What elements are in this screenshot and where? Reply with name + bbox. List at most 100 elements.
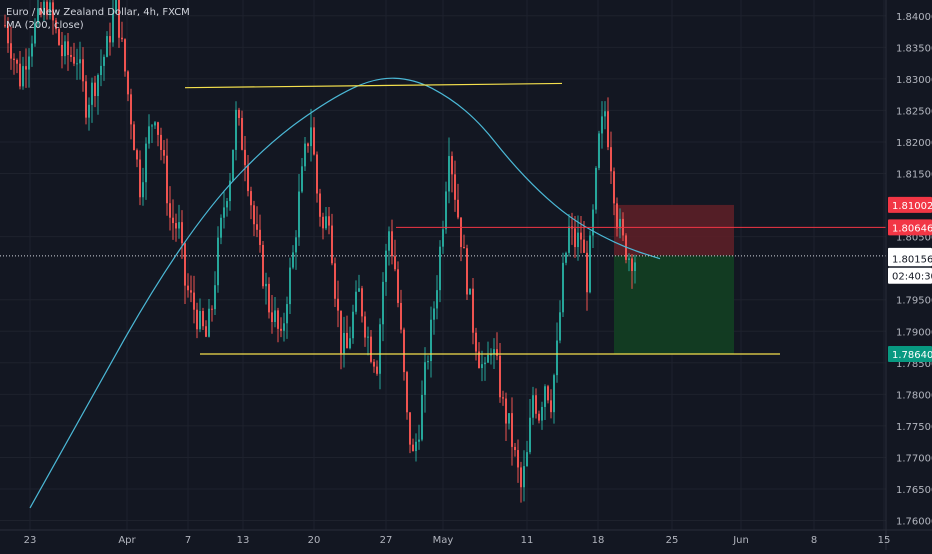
candle-body (529, 417, 531, 453)
time-tick-label: 20 (308, 535, 321, 546)
candle-body (268, 283, 270, 313)
candle-body (607, 111, 609, 148)
candle-body (136, 150, 138, 160)
candle-body (337, 298, 339, 311)
candle-body (562, 262, 564, 313)
price-tick-label: 1.77000 (896, 453, 932, 464)
candle-body (409, 412, 411, 445)
candle-body (538, 413, 540, 421)
price-label-box (888, 219, 932, 236)
candle-body (196, 309, 198, 330)
candle-body (346, 332, 348, 349)
time-tick-label: Jun (732, 535, 749, 546)
resistance-line[interactable] (184, 82, 563, 89)
candle-body (619, 218, 621, 229)
candle-body (613, 171, 615, 204)
time-tick-label: 15 (878, 535, 891, 546)
price-label-box (888, 196, 932, 213)
candle-body (10, 43, 12, 59)
candle-body (364, 316, 366, 338)
candle-body (55, 20, 57, 30)
candle-body (616, 203, 618, 229)
candle-body (157, 122, 159, 135)
candle-body (226, 201, 228, 208)
stop-loss-zone[interactable] (614, 204, 734, 228)
candle-body (496, 349, 498, 356)
price-label-text: 1.81002 (892, 201, 932, 212)
candle-body (601, 116, 603, 134)
candle-body (256, 224, 258, 230)
indicator-title: MA (200, close) (6, 20, 84, 31)
take-profit-zone[interactable] (614, 255, 734, 354)
time-tick-label: 11 (521, 535, 534, 546)
candle-body (481, 364, 483, 369)
candle-body (214, 285, 216, 310)
candle-body (37, 8, 39, 24)
candle-body (202, 311, 204, 327)
candle-body (427, 361, 429, 363)
candle-body (106, 36, 108, 57)
candle-body (334, 263, 336, 299)
candle-body (148, 126, 150, 144)
candle-body (91, 82, 93, 105)
trend-lines[interactable] (0, 82, 886, 355)
price-tick-label: 1.82500 (896, 106, 932, 117)
candle-body (490, 354, 492, 356)
candle-body (127, 71, 129, 95)
candle-body (550, 400, 552, 413)
candle-body (43, 1, 45, 15)
candle-body (484, 362, 486, 365)
candle-body (382, 281, 384, 325)
candle-body (316, 154, 318, 194)
candle-body (343, 332, 345, 354)
candle-body (223, 207, 225, 218)
price-tick-label: 1.78000 (896, 390, 932, 401)
candle-body (577, 232, 579, 248)
price-tick-label: 1.76000 (896, 517, 932, 528)
candle-body (205, 326, 207, 337)
candle-body (250, 191, 252, 206)
time-tick-label: May (433, 535, 454, 546)
candle-body (376, 366, 378, 374)
candle-body (406, 372, 408, 413)
candle-body (88, 104, 90, 118)
candle-body (112, 13, 114, 43)
entry-gap-zone[interactable] (614, 227, 734, 256)
price-tick-label: 1.79500 (896, 296, 932, 307)
candle-body (94, 82, 96, 97)
candle-body (328, 216, 330, 226)
candle-body (475, 332, 477, 352)
candle-body (400, 302, 402, 330)
candle-body (505, 398, 507, 424)
candle-body (598, 133, 600, 168)
candle-body (544, 386, 546, 407)
candle-body (271, 312, 273, 322)
candle-body (460, 217, 462, 248)
candle-body (19, 63, 21, 87)
candle-body (589, 235, 591, 293)
price-tick-label: 1.76500 (896, 485, 932, 496)
candle-body (259, 229, 261, 245)
candle-body (31, 43, 33, 57)
candle-body (430, 319, 432, 362)
candle-body (463, 247, 465, 249)
candle-body (433, 308, 435, 320)
time-tick-label: 23 (24, 535, 37, 546)
candle-body (508, 413, 510, 424)
candle-body (52, 2, 54, 21)
candle-body (595, 167, 597, 210)
candle-body (286, 304, 288, 324)
candle-body (331, 225, 333, 264)
candle-body (199, 311, 201, 330)
candle-body (355, 291, 357, 312)
candle-body (130, 94, 132, 125)
candle-body (412, 444, 414, 452)
candle-body (139, 159, 141, 198)
candle-body (181, 222, 183, 244)
candle-body (361, 288, 363, 317)
candle-body (22, 66, 24, 87)
candle-body (301, 166, 303, 192)
